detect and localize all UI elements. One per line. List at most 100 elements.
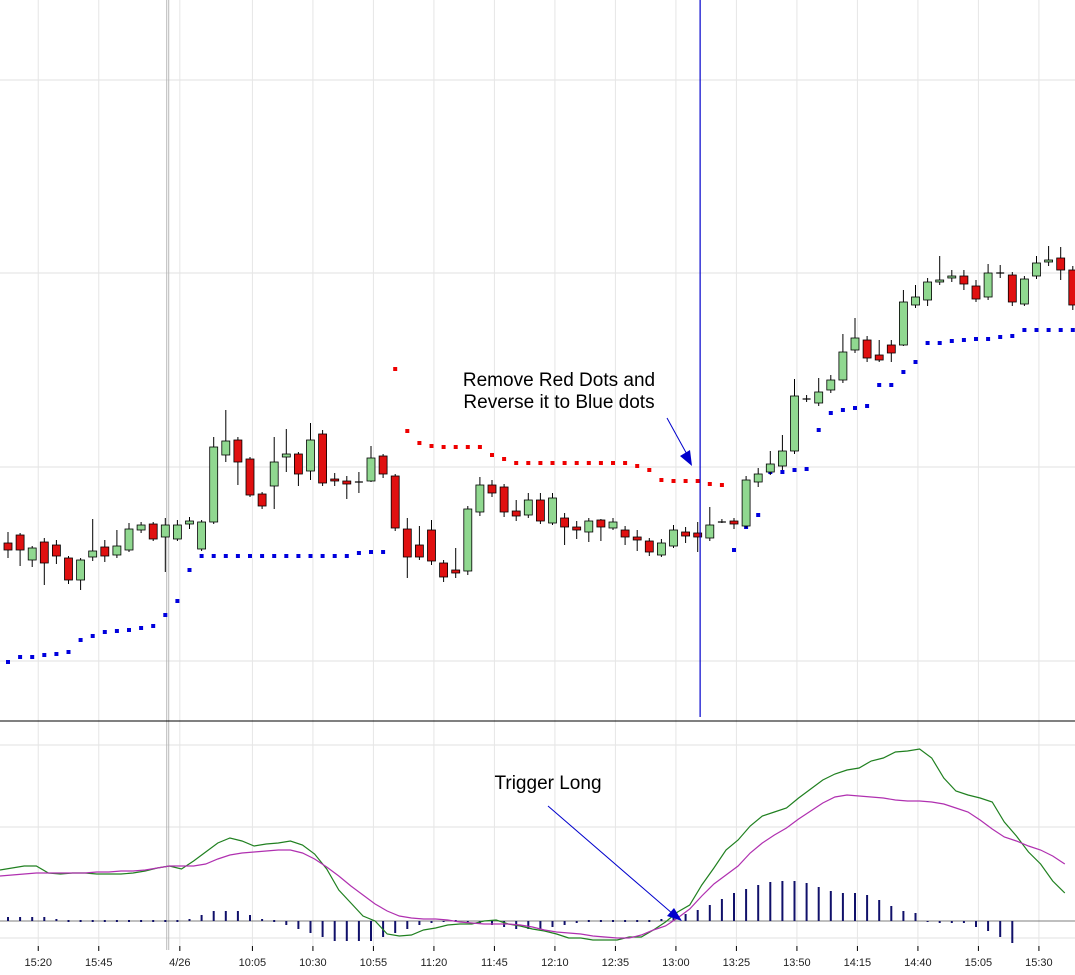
stop-dot-blue bbox=[139, 626, 144, 630]
hist-bar bbox=[103, 920, 106, 922]
stop-dot-blue bbox=[877, 383, 882, 387]
candle-body bbox=[88, 550, 98, 558]
candle-body bbox=[536, 499, 545, 522]
candle bbox=[318, 430, 328, 486]
candle bbox=[76, 558, 85, 590]
candle bbox=[427, 520, 436, 565]
candle bbox=[293, 452, 303, 486]
stop-dot-blue bbox=[780, 470, 785, 474]
annotation-trigger-long: Trigger Long bbox=[494, 773, 682, 921]
candle-body bbox=[463, 508, 473, 572]
candle-body bbox=[124, 528, 134, 551]
candle bbox=[160, 518, 170, 572]
candle-body bbox=[729, 520, 739, 525]
stop-dot-blue bbox=[344, 554, 349, 558]
candle bbox=[39, 538, 49, 585]
candle bbox=[778, 435, 787, 470]
hist-bar bbox=[140, 920, 143, 922]
candle bbox=[1056, 247, 1066, 280]
x-tick-label: 10:05 bbox=[239, 957, 267, 969]
candle bbox=[1007, 272, 1017, 306]
stop-dot-blue bbox=[260, 554, 265, 558]
candle bbox=[390, 474, 400, 531]
candle-body bbox=[644, 540, 654, 553]
candle-body bbox=[318, 433, 328, 484]
candle-body bbox=[499, 486, 509, 513]
stop-dot-blue bbox=[320, 554, 325, 558]
candle bbox=[705, 507, 715, 541]
stop-dot-red bbox=[514, 461, 519, 465]
candle-body bbox=[172, 524, 182, 540]
stop-dot-blue bbox=[986, 337, 991, 341]
stop-dots-red bbox=[393, 367, 724, 487]
candle-body bbox=[342, 480, 352, 485]
candle bbox=[451, 548, 461, 578]
stop-dot-blue bbox=[175, 599, 180, 603]
candle-body bbox=[838, 351, 848, 381]
candle bbox=[197, 520, 207, 551]
candle-body bbox=[76, 559, 85, 581]
stop-dot-red bbox=[586, 461, 591, 465]
annotation-text-line1: Remove Red Dots and bbox=[463, 370, 655, 391]
stop-dot-blue bbox=[828, 411, 833, 415]
candle bbox=[269, 437, 279, 509]
candle bbox=[572, 521, 582, 539]
x-tick-label: 13:50 bbox=[783, 957, 811, 969]
candle bbox=[644, 538, 654, 556]
candle bbox=[959, 270, 969, 290]
candle-body bbox=[959, 275, 969, 285]
candle bbox=[596, 519, 606, 541]
hist-bar bbox=[587, 920, 590, 922]
candle bbox=[463, 506, 473, 575]
candle-body bbox=[923, 281, 932, 301]
stop-dot-blue bbox=[78, 638, 83, 642]
x-tick-label: 4/26 bbox=[169, 957, 190, 969]
stop-dot-red bbox=[429, 444, 434, 448]
candle bbox=[608, 518, 618, 530]
stop-dot-red bbox=[562, 461, 567, 465]
stop-dot-red bbox=[477, 445, 482, 449]
candle bbox=[814, 378, 824, 406]
candle-body bbox=[451, 569, 461, 574]
candle-body bbox=[899, 301, 908, 346]
stop-dot-blue bbox=[199, 554, 204, 558]
stop-dot-blue bbox=[840, 408, 845, 412]
stop-dot-blue bbox=[369, 550, 373, 554]
candle bbox=[935, 256, 945, 285]
candle bbox=[112, 530, 122, 558]
candle bbox=[306, 423, 315, 480]
candle-body bbox=[245, 458, 255, 496]
candle bbox=[693, 522, 703, 552]
x-tick-label: 12:10 bbox=[541, 957, 569, 969]
candle-body bbox=[306, 439, 315, 472]
candle-body bbox=[596, 519, 606, 528]
candle bbox=[15, 533, 25, 566]
candle-body bbox=[15, 534, 25, 551]
candle-body bbox=[148, 523, 158, 540]
candle-body bbox=[64, 557, 73, 581]
candle bbox=[354, 472, 363, 493]
candle-body bbox=[572, 526, 582, 531]
stop-dot-blue bbox=[974, 337, 978, 341]
candle-body bbox=[826, 379, 836, 391]
candle bbox=[850, 318, 860, 353]
stop-dot-red bbox=[405, 429, 410, 433]
candle bbox=[209, 437, 219, 524]
candle-body bbox=[669, 529, 678, 547]
candle-body bbox=[330, 478, 340, 482]
osc-line-fast bbox=[0, 748, 1066, 941]
candle bbox=[148, 522, 158, 541]
stop-dot-blue bbox=[163, 613, 168, 617]
candle bbox=[378, 454, 388, 478]
candle-body bbox=[1032, 262, 1041, 277]
x-tick-label: 10:30 bbox=[299, 957, 327, 969]
candle-body bbox=[100, 546, 110, 557]
candle-body bbox=[257, 493, 267, 507]
x-tick-label: 11:45 bbox=[481, 957, 508, 969]
candle-body bbox=[765, 463, 775, 473]
candle-body bbox=[548, 497, 557, 524]
stop-dot-blue bbox=[1046, 328, 1051, 332]
stop-dot-red bbox=[453, 445, 458, 449]
x-tick-label: 15:30 bbox=[1025, 957, 1053, 969]
